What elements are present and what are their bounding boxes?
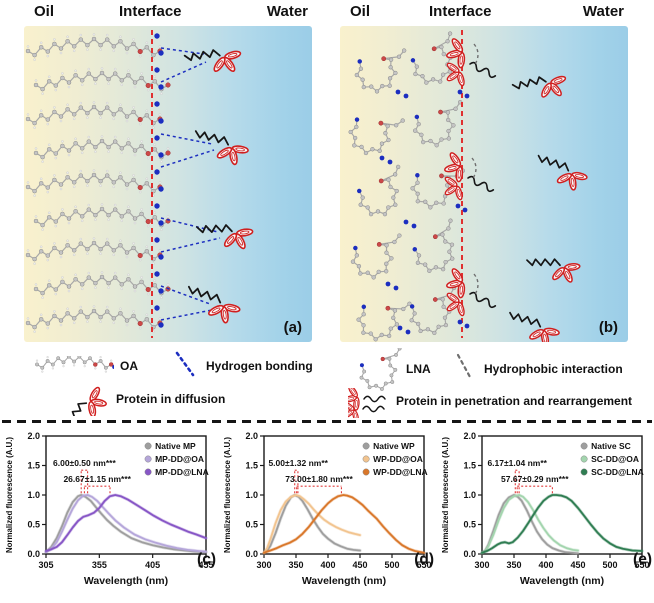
svg-text:405: 405 <box>145 560 160 570</box>
svg-text:300: 300 <box>474 560 489 570</box>
svg-text:350: 350 <box>506 560 521 570</box>
svg-text:0.5: 0.5 <box>27 520 40 530</box>
panel-b-header: Oil Interface Water <box>340 0 628 26</box>
svg-text:57.67±0.29 nm***: 57.67±0.29 nm*** <box>501 474 569 484</box>
svg-text:MP-DD@OA: MP-DD@OA <box>155 454 204 464</box>
figure-legend: OA Hydrogen bonding Protein in diffusion… <box>0 346 654 418</box>
chart-e-canvas: 0.0 0.5 1.0 1.5 2.0 300 350 400 450 500 550 Wavelen… <box>441 431 652 587</box>
svg-text:350: 350 <box>288 560 303 570</box>
svg-text:MP-DD@LNA: MP-DD@LNA <box>155 467 209 477</box>
svg-text:Wavelength (nm): Wavelength (nm) <box>84 575 168 587</box>
dashed-separator <box>2 420 652 423</box>
svg-text:6.00±0.50 nm***: 6.00±0.50 nm*** <box>53 458 116 468</box>
spectra-charts: 0.0 0.5 1.0 1.5 2.0 305 355 405 455 Wavelength (n… <box>0 428 654 600</box>
svg-text:500: 500 <box>602 560 617 570</box>
oa-molecule-icon <box>35 356 114 373</box>
svg-text:1.0: 1.0 <box>27 490 40 500</box>
svg-text:450: 450 <box>570 560 585 570</box>
panel-a-canvas: (a) <box>24 26 312 342</box>
svg-text:550: 550 <box>634 560 649 570</box>
svg-text:Native MP: Native MP <box>155 441 196 451</box>
legend-label-hydrophobic: Hydrophobic interaction <box>484 362 623 376</box>
chart-c-canvas: 0.0 0.5 1.0 1.5 2.0 305 355 405 455 Wavelength (n… <box>5 431 216 587</box>
svg-text:550: 550 <box>416 560 431 570</box>
panel-a-illustration <box>24 26 312 342</box>
svg-text:Wavelength (nm): Wavelength (nm) <box>520 575 604 587</box>
chart-e: 0.0 0.5 1.0 1.5 2.0 300 350 400 450 500 550 Wavelen… <box>436 428 654 600</box>
panel-b-tag: (b) <box>598 319 618 336</box>
panel-a: Oil Interface Water (a) <box>24 0 312 342</box>
svg-text:SC-DD@OA: SC-DD@OA <box>591 454 639 464</box>
oil-label: Oil <box>34 3 55 20</box>
svg-text:WP-DD@OA: WP-DD@OA <box>373 454 423 464</box>
svg-text:Normalized fluorescence (A.U.): Normalized fluorescence (A.U.) <box>5 437 14 553</box>
svg-text:0.0: 0.0 <box>27 549 40 559</box>
svg-text:455: 455 <box>198 560 213 570</box>
svg-text:WP-DD@LNA: WP-DD@LNA <box>373 467 428 477</box>
svg-text:(c): (c) <box>197 551 216 568</box>
legend-label-protein-penetration: Protein in penetration and rearrangement <box>396 394 633 408</box>
protein-diffusion-icon <box>70 386 107 416</box>
svg-text:1.0: 1.0 <box>245 490 258 500</box>
svg-text:2.0: 2.0 <box>463 431 476 441</box>
svg-text:300: 300 <box>256 560 271 570</box>
svg-text:1.5: 1.5 <box>27 461 40 471</box>
svg-text:355: 355 <box>92 560 107 570</box>
interface-label: Interface <box>119 3 182 20</box>
chart-d: 0.0 0.5 1.0 1.5 2.0 300 350 400 450 500 550 Wavelen… <box>218 428 436 600</box>
svg-text:Normalized fluorescence (A.U.): Normalized fluorescence (A.U.) <box>223 437 232 553</box>
oil-label: Oil <box>350 3 371 20</box>
svg-text:1.5: 1.5 <box>245 461 258 471</box>
svg-text:400: 400 <box>538 560 553 570</box>
svg-text:1.0: 1.0 <box>463 490 476 500</box>
legend-label-lna: LNA <box>406 362 431 376</box>
svg-text:450: 450 <box>352 560 367 570</box>
svg-text:2.0: 2.0 <box>27 431 40 441</box>
protein-penetration-icon <box>348 388 386 418</box>
svg-text:1.5: 1.5 <box>463 461 476 471</box>
panel-a-header: Oil Interface Water <box>24 0 312 26</box>
hydrogen-bonding-icon <box>175 351 195 377</box>
panel-b-illustration <box>340 26 628 342</box>
water-label: Water <box>266 3 308 20</box>
svg-text:6.17±1.04 nm**: 6.17±1.04 nm** <box>487 458 547 468</box>
svg-text:2.0: 2.0 <box>245 431 258 441</box>
svg-text:0.5: 0.5 <box>245 520 258 530</box>
svg-text:Wavelength (nm): Wavelength (nm) <box>302 575 386 587</box>
panel-a-tag: (a) <box>283 319 302 336</box>
hydrophobic-interaction-icon <box>456 353 472 379</box>
svg-text:(e): (e) <box>633 551 652 568</box>
svg-text:26.67±1.15 nm***: 26.67±1.15 nm*** <box>63 474 131 484</box>
legend-label-protein-diffusion: Protein in diffusion <box>116 392 226 406</box>
lna-molecule-icon <box>359 348 402 391</box>
svg-text:Native SC: Native SC <box>591 441 631 451</box>
legend-label-hbond: Hydrogen bonding <box>206 359 313 373</box>
chart-c: 0.0 0.5 1.0 1.5 2.0 305 355 405 455 Wavelength (n… <box>0 428 218 600</box>
svg-text:305: 305 <box>38 560 53 570</box>
legend-label-oa: OA <box>120 359 138 373</box>
svg-text:0.5: 0.5 <box>463 520 476 530</box>
svg-text:Normalized fluorescence (A.U.): Normalized fluorescence (A.U.) <box>441 437 450 553</box>
svg-text:SC-DD@LNA: SC-DD@LNA <box>591 467 644 477</box>
interface-label: Interface <box>429 3 492 20</box>
water-label: Water <box>582 3 624 20</box>
panel-b-canvas: (b) <box>340 26 628 342</box>
svg-text:400: 400 <box>320 560 335 570</box>
svg-text:73.00±1.80 nm***: 73.00±1.80 nm*** <box>285 474 353 484</box>
svg-text:0.0: 0.0 <box>245 549 258 559</box>
svg-text:0.0: 0.0 <box>463 549 476 559</box>
panel-b: Oil Interface Water (b) <box>340 0 628 342</box>
svg-text:Native WP: Native WP <box>373 441 415 451</box>
chart-d-canvas: 0.0 0.5 1.0 1.5 2.0 300 350 400 450 500 550 Wavelen… <box>223 431 434 587</box>
svg-text:(d): (d) <box>414 551 434 568</box>
svg-text:5.00±1.32 nm**: 5.00±1.32 nm** <box>268 458 328 468</box>
svg-text:500: 500 <box>384 560 399 570</box>
